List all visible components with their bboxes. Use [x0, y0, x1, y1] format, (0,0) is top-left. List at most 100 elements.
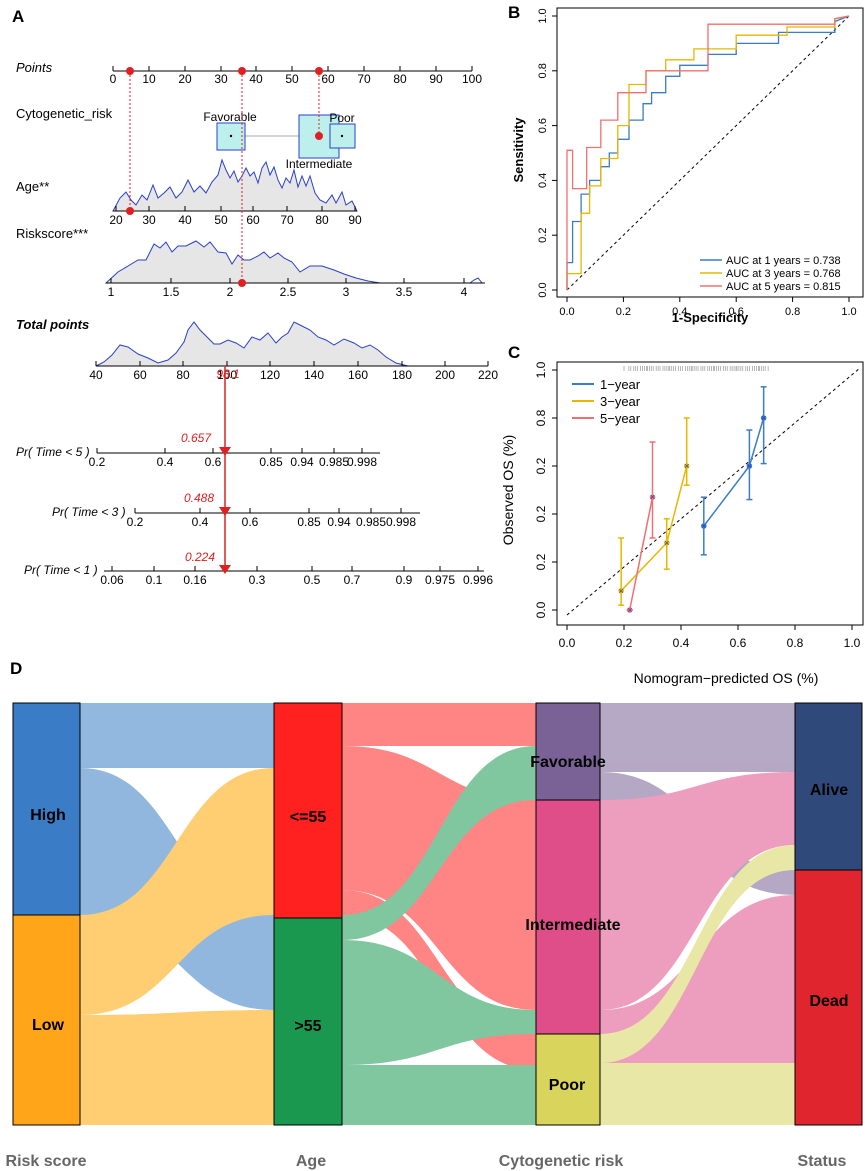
roc-x-tick-label: 0.2	[616, 306, 631, 318]
arrow-pr1	[219, 565, 231, 574]
risk-tick-label: 2.5	[280, 285, 297, 299]
cal-x-tick-label: 0.6	[730, 636, 747, 650]
cal-x-tick-label: 0.8	[787, 636, 804, 650]
cal-point-3y	[618, 588, 624, 594]
pr5-tick-label: 0.998	[347, 455, 377, 469]
flow-le55-fav	[342, 703, 536, 746]
pr1-ticks: 0.06 0.1 0.16 0.3 0.5 0.7 0.9 0.975 0.996	[100, 566, 493, 587]
points-tick-label: 0	[110, 72, 117, 86]
flows-cyto-status	[600, 703, 795, 1125]
pr3-ticks: 0.2 0.4 0.6 0.85 0.94 0.985 0.998	[127, 508, 416, 529]
pr3-tick-label: 0.998	[386, 515, 416, 529]
points-tick-label: 30	[214, 72, 228, 86]
total-tick-label: 40	[89, 368, 103, 382]
pr3-tick-label: 0.2	[127, 515, 144, 529]
roc-lines	[566, 15, 850, 290]
flow-poor-dead	[600, 1063, 795, 1125]
age-tick-label: 50	[214, 213, 228, 227]
flow-poor-alive	[600, 845, 795, 1063]
pr3-tick-label: 0.985	[356, 515, 386, 529]
node-low	[12, 914, 81, 1126]
total-density	[95, 321, 409, 367]
age-tick-label: 70	[280, 213, 294, 227]
roc-y-tick-label: 0.0	[537, 282, 549, 297]
node-dead	[794, 869, 863, 1126]
panel-b-label: B	[508, 3, 520, 22]
cal-x-tick-label: 0.2	[616, 636, 633, 650]
pr5-tick-label: 0.4	[157, 455, 174, 469]
pr5-tick-label: 0.6	[205, 455, 222, 469]
total-tick-label: 80	[176, 368, 190, 382]
axis-cyto: Cytogenetic risk	[499, 1153, 624, 1170]
pr1-tick-label: 0.7	[344, 573, 361, 587]
cal-legend: 1−year 3−year 5−year	[572, 377, 641, 426]
pr1-tick-label: 0.16	[183, 573, 207, 587]
cal-y-tick-label: 0.0	[534, 601, 548, 618]
node-gt55	[273, 917, 343, 1126]
pr1-tick-label: 0.975	[425, 573, 455, 587]
points-tick-label: 100	[462, 72, 482, 86]
node-le55	[273, 702, 343, 919]
node-intermediate	[535, 799, 601, 1035]
cal-line-3y	[620, 465, 688, 592]
cyto-favorable-dot	[229, 134, 233, 138]
roc-y-tick-label: 0.4	[537, 173, 549, 188]
node-intermediate-label: Intermediate	[525, 917, 620, 934]
points-tick-label: 60	[321, 72, 335, 86]
roc-y-tick-label: 1.0	[537, 8, 549, 23]
axis-risk-score: Risk score	[6, 1153, 87, 1170]
flow-gt55-int	[342, 940, 536, 1065]
risk-ticks: 1 1.5 2 2.5 3 3.5 4	[108, 278, 468, 299]
cyto-favorable-text: Favorable	[203, 110, 257, 124]
cal-cross-5y: ×	[650, 492, 655, 502]
flow-low-le55	[80, 768, 274, 1015]
roc-x-tick-label: 0.6	[729, 306, 744, 318]
pr1-tick-label: 0.3	[249, 573, 266, 587]
risk-tick-label: 1	[108, 285, 115, 299]
flow-fav-alive	[600, 703, 795, 772]
total-ticks: 40 60 80 100 120 140 160 180 200 220	[89, 361, 498, 382]
cyto-poor-text: Poor	[329, 111, 354, 125]
roc-y-tick-label: 0.8	[537, 63, 549, 78]
node-poor	[535, 1033, 601, 1126]
pr1-tick-label: 0.5	[304, 573, 321, 587]
total-tick-label: 160	[348, 368, 368, 382]
risk-tick-label: 3.5	[396, 285, 413, 299]
pr3-tick-label: 0.85	[297, 515, 321, 529]
total-tick-label: 140	[304, 368, 324, 382]
panel-a: A Points 0 10 20 30 40 50 60 70 80 90 100 Cytogene…	[12, 7, 498, 587]
pr5-tick-label: 0.94	[290, 455, 314, 469]
roc-line-5y	[566, 15, 850, 290]
point-age	[126, 207, 134, 215]
node-high-label: High	[30, 807, 66, 824]
points-tick-label: 50	[285, 72, 299, 86]
cal-cross-1y: ×	[761, 413, 766, 423]
roc-axes: 0.0 0.2 0.4 0.6 0.8 1.0 0.0 0.2 0.4 0.6 0.8 1.0	[537, 8, 857, 318]
age-tick-label: 30	[142, 213, 156, 227]
roc-y-tick-label: 0.2	[537, 228, 549, 243]
node-low-label: Low	[32, 1017, 65, 1034]
cal-frame	[556, 361, 864, 626]
pr1-tick-label: 0.9	[396, 573, 413, 587]
cal-y-tick-label: 0.8	[534, 409, 548, 426]
axis-status: Status	[798, 1153, 847, 1170]
panel-d-label: D	[10, 659, 22, 678]
cal-y-tick-label: 0.2	[534, 505, 548, 522]
pr3-tick-label: 0.4	[192, 515, 209, 529]
cal-point-5y	[626, 607, 633, 613]
risk-label: Riskscore***	[16, 226, 88, 241]
pr5-tick-label: 0.85	[259, 455, 283, 469]
cal-y-tick-label: 0.2	[534, 457, 548, 474]
pr1-value: 0.224	[185, 550, 215, 564]
cal-ylabel: Observed OS (%)	[500, 435, 516, 545]
node-le55-label: <=55	[290, 809, 327, 826]
node-alive-label: Alive	[810, 782, 848, 799]
cal-cross-3y: ×	[684, 461, 689, 471]
point-risk	[238, 279, 246, 287]
points-tick-label: 70	[357, 72, 371, 86]
cal-point-5y	[649, 494, 656, 501]
roc-legend-text: AUC at 1 years = 0.738	[726, 255, 841, 267]
panel-b: B 0.0 0.2 0.4 0.6 0.8 1.0 0.0 0.2 0.4 0.6 0.8 1.0 1…	[508, 3, 864, 325]
roc-ylabel: Sensitivity	[511, 117, 526, 183]
node-gt55-label: >55	[294, 1018, 321, 1035]
